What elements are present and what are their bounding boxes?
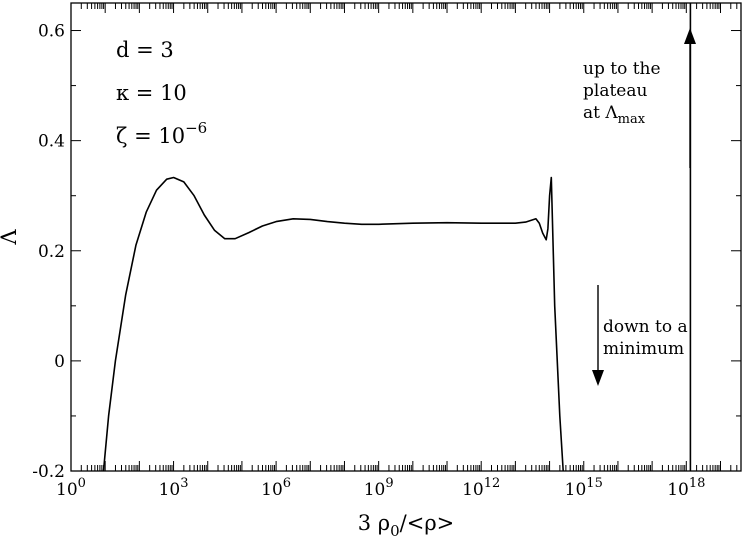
plot-frame <box>70 2 742 472</box>
x-axis-title: 3 ρ0/<ρ> <box>358 511 455 540</box>
param-kappa: κ = 10 <box>116 81 187 105</box>
y-tick-label: 0 <box>54 352 65 372</box>
parameter-legend: d = 3 κ = 10 ζ = 10−6 <box>116 38 207 148</box>
x-tick-label: 103 <box>159 476 189 500</box>
up-annotation: up to the plateau at Λmax <box>583 28 696 168</box>
x-tick-label: 106 <box>261 476 291 500</box>
param-zeta: ζ = 10−6 <box>116 119 207 148</box>
x-tick-label: 1018 <box>667 476 705 500</box>
y-tick-label: 0.6 <box>38 22 65 42</box>
up-arrow-head <box>684 28 696 44</box>
x-tick-label: 1015 <box>565 476 603 500</box>
down-annotation: down to a minimum <box>592 285 688 386</box>
down-note-line1: down to a <box>603 317 688 337</box>
down-note-line2: minimum <box>603 339 684 359</box>
up-note-line3: at Λmax <box>583 103 646 127</box>
up-note-line1: up to the <box>583 59 661 79</box>
x-tick-label: 1012 <box>462 476 500 500</box>
series-line-0 <box>102 176 564 472</box>
x-tick-label: 109 <box>364 476 394 500</box>
up-note-line2: plateau <box>583 81 647 101</box>
down-arrow-head <box>592 370 604 386</box>
y-tick-label: -0.2 <box>32 462 65 482</box>
x-ticks: 100 103 106 109 1012 1015 1018 <box>56 3 738 500</box>
param-d: d = 3 <box>116 38 174 62</box>
y-tick-label: 0.2 <box>38 242 65 262</box>
x-tick-label: 100 <box>56 476 86 500</box>
y-ticks: -0.2 0 0.2 0.4 0.6 <box>32 22 741 482</box>
y-axis-title: Λ <box>0 229 21 246</box>
y-tick-label: 0.4 <box>38 132 65 152</box>
